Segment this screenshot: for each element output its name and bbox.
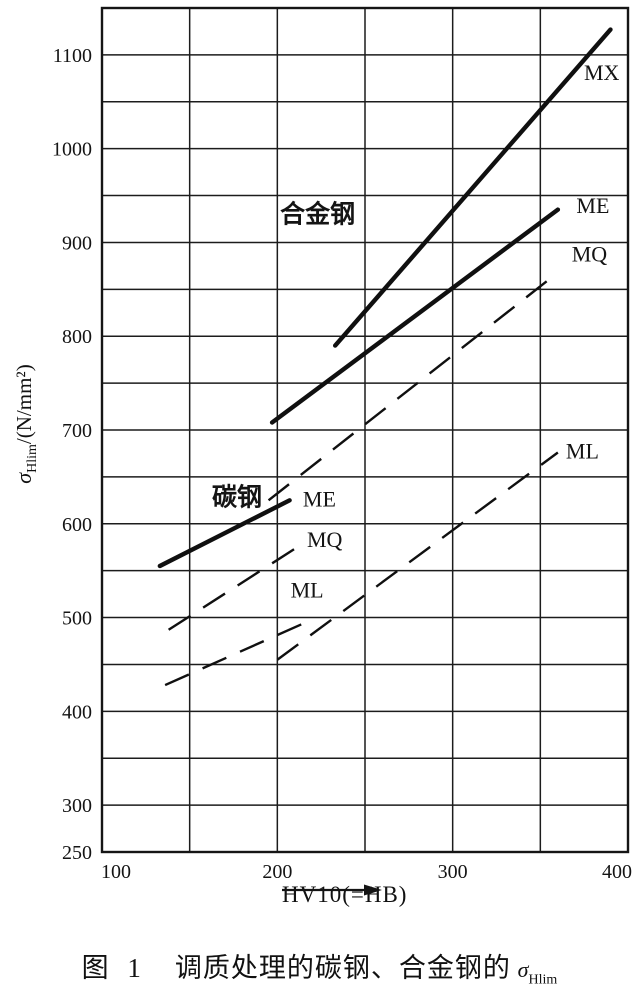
- quality-grade-label: ME: [576, 193, 609, 218]
- quality-grade-label: ML: [566, 439, 599, 464]
- steel-group-label: 合金钢: [280, 199, 355, 228]
- y-tick-label: 1000: [52, 139, 92, 161]
- y-tick-label: 600: [62, 514, 92, 536]
- y-tick-label: 900: [62, 232, 92, 254]
- x-tick-label: 400: [602, 861, 632, 883]
- series-line-carbon-ML: [164, 618, 313, 687]
- x-tick-label: 100: [101, 861, 131, 883]
- y-axis-sigma-subscript: Hlim: [25, 444, 41, 473]
- series-line-carbon-ME: [157, 498, 292, 569]
- figure-number: 图 1: [81, 953, 147, 983]
- caption-sigma-subscript: Hlim: [528, 972, 558, 988]
- series-line-alloy-ML: [276, 451, 559, 661]
- x-axis-title-text: HV10(=HB): [282, 882, 408, 907]
- quality-grade-label: ME: [303, 486, 336, 511]
- series-line-alloy-MX: [332, 27, 613, 348]
- quality-grade-label: MQ: [572, 242, 608, 267]
- y-axis-title: σHlim/(N/mm²): [11, 309, 43, 539]
- y-tick-label: 1100: [53, 45, 92, 67]
- y-axis-sigma-symbol: σ: [11, 472, 36, 484]
- x-axis-title: HV10(=HB): [282, 882, 407, 908]
- right-arrow-icon: [282, 884, 382, 896]
- y-tick-label: 400: [62, 701, 92, 723]
- plot-border: [100, 6, 630, 854]
- quality-grade-label: MX: [584, 60, 620, 85]
- x-tick-label: 200: [262, 861, 292, 883]
- y-tick-label: 300: [62, 795, 92, 817]
- hardness-strength-chart: 250 300 400 500 600 700 800 900 1000 1100 100 200 30…: [52, 6, 632, 883]
- y-axis-units: /(N/mm²): [12, 364, 36, 445]
- steel-group-label: 碳钢: [212, 484, 262, 512]
- figure-caption-text: 调质处理的碳钢、合金钢的: [174, 953, 511, 983]
- figure-caption: 图 1 调质处理的碳钢、合金钢的 σHlim: [0, 946, 639, 988]
- x-tick-label: 300: [438, 861, 468, 883]
- quality-grade-label: MQ: [307, 527, 343, 552]
- caption-sigma-symbol: σ: [517, 957, 529, 982]
- series-line-alloy-ME: [269, 207, 561, 425]
- y-tick-label: 250: [62, 842, 92, 864]
- y-tick-label: 500: [62, 608, 92, 630]
- y-tick-label: 700: [62, 420, 92, 442]
- y-tick-label: 800: [62, 326, 92, 348]
- series-line-carbon-MQ: [167, 544, 301, 631]
- quality-grade-label: ML: [291, 577, 324, 602]
- series-line-alloy-MQ: [267, 271, 559, 502]
